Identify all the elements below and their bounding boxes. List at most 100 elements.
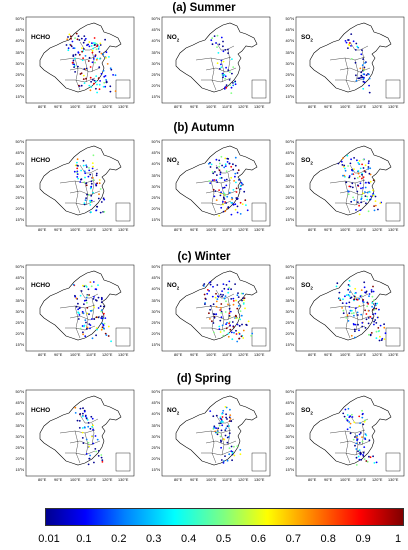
trajectory-point (80, 178, 82, 181)
trajectory-point (215, 414, 218, 417)
map-frame (25, 389, 135, 477)
trajectory-point (96, 91, 98, 94)
trajectory-point (70, 37, 72, 40)
trajectory-point (214, 171, 216, 173)
trajectory-point (215, 199, 218, 201)
trajectory-point (378, 308, 380, 311)
trajectory-point (88, 84, 91, 87)
trajectory-point (212, 188, 215, 191)
trajectory-point (80, 169, 82, 172)
trajectory-point (348, 421, 351, 423)
lat-tick-label: 25°N (151, 446, 160, 450)
trajectory-point (242, 303, 245, 305)
trajectory-point (363, 76, 365, 79)
lon-tick-label: 110°E (86, 353, 97, 357)
lat-tick-label: 20°N (151, 457, 160, 462)
trajectory-point (356, 201, 359, 204)
trajectory-point (104, 75, 107, 77)
trajectory-point (344, 295, 346, 298)
trajectory-point (76, 158, 79, 161)
trajectory-point (85, 417, 88, 420)
trajectory-point (236, 172, 239, 174)
trajectory-point (357, 161, 360, 164)
trajectory-point (103, 75, 106, 78)
trajectory-point (77, 51, 80, 54)
map-panel-summer-so2: SO2 50°N 45°N 40°N 35°N 30°N 25°N 20°N 15°N 80°E 9… (282, 14, 408, 114)
trajectory-point (368, 160, 370, 162)
trajectory-point (212, 172, 215, 175)
trajectory-point (220, 191, 222, 194)
lat-tick-label: 35°N (285, 423, 294, 428)
map-frame (25, 264, 135, 352)
lat-tick-label: 25°N (285, 446, 294, 450)
trajectory-point (346, 154, 349, 157)
trajectory-point (89, 281, 92, 283)
trajectory-point (235, 187, 238, 190)
province-boundary (195, 304, 232, 309)
trajectory-point (101, 461, 104, 463)
trajectory-point (227, 48, 229, 51)
trajectory-point (362, 455, 365, 457)
trajectory-point (364, 164, 367, 167)
trajectory-point (245, 323, 248, 326)
trajectory-point (100, 328, 103, 331)
species-label-so2: SO2 (301, 282, 313, 290)
lat-tick-label: 35°N (151, 50, 160, 55)
trajectory-point (367, 317, 370, 319)
trajectory-point (103, 322, 106, 325)
trajectory-point (250, 334, 253, 337)
trajectory-point (358, 449, 361, 452)
trajectory-point (229, 310, 232, 313)
trajectory-point (351, 416, 354, 418)
species-label-subscript: 2 (176, 410, 180, 416)
trajectory-point (230, 86, 233, 89)
lon-tick-label: 80°E (38, 353, 47, 357)
lon-tick-label: 100°E (340, 478, 351, 482)
trajectory-point (222, 45, 224, 48)
trajectory-point (212, 303, 215, 306)
province-boundary (349, 414, 369, 424)
colorbar-tick-label: 0.8 (320, 533, 336, 545)
lat-tick-label: 40°N (151, 287, 160, 292)
trajectory-point (224, 49, 227, 51)
trajectory-point (232, 66, 235, 68)
trajectory-point (351, 169, 353, 172)
trajectory-point (225, 170, 228, 173)
lon-tick-label: 80°E (308, 228, 317, 232)
trajectory-point (98, 83, 101, 86)
lat-tick-label: 15°N (15, 468, 24, 473)
trajectory-point (373, 308, 376, 311)
trajectory-point (367, 322, 370, 325)
trajectory-point (350, 200, 353, 203)
trajectory-point (354, 49, 357, 51)
trajectory-point (73, 66, 75, 68)
trajectory-point (336, 282, 339, 285)
trajectory-point (355, 74, 357, 77)
trajectory-point (363, 69, 365, 72)
trajectory-point (241, 299, 243, 302)
trajectory-point (237, 331, 240, 334)
trajectory-point (350, 334, 353, 337)
china-outline (39, 145, 122, 216)
trajectory-point (220, 206, 223, 209)
trajectory-point (94, 42, 96, 44)
trajectory-point (361, 163, 363, 166)
province-boundary (220, 432, 225, 456)
lat-tick-label: 50°N (285, 140, 294, 144)
trajectory-point (208, 281, 211, 284)
trajectory-point (86, 328, 88, 330)
lon-tick-label: 110°E (222, 353, 233, 357)
trajectory-point (88, 445, 90, 448)
species-label-subscript: 2 (310, 160, 313, 166)
trajectory-point (83, 35, 86, 37)
trajectory-point (357, 170, 360, 172)
trajectory-point (215, 167, 218, 169)
trajectory-point (228, 191, 231, 194)
trajectory-point (231, 198, 233, 201)
trajectory-point (80, 72, 83, 75)
lat-tick-label: 40°N (151, 162, 160, 167)
trajectory-point (98, 51, 101, 53)
trajectory-point (365, 202, 367, 205)
trajectory-point (211, 171, 214, 173)
trajectory-point (85, 438, 88, 441)
